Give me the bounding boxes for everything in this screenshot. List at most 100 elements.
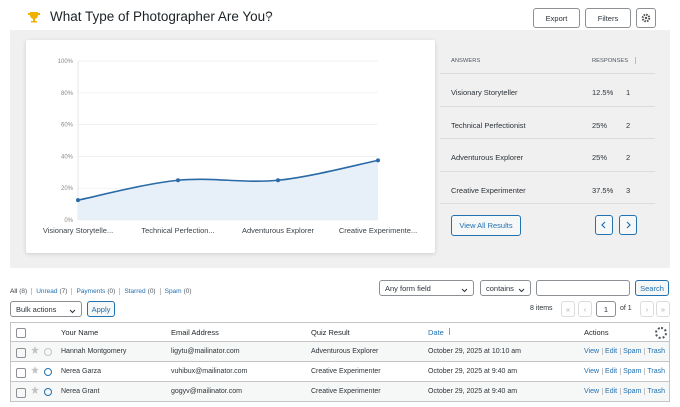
- read-indicator[interactable]: [44, 348, 52, 356]
- cell-result: Adventurous Explorer: [311, 348, 378, 355]
- y-tick-label: 0%: [64, 218, 73, 224]
- count: 2: [626, 153, 630, 162]
- column-header: Email Address: [171, 328, 219, 337]
- cell-result: Creative Experimenter: [311, 368, 381, 375]
- cell-name: Nerea Garza: [61, 368, 101, 375]
- percent: 37.5%: [592, 186, 613, 195]
- view-all-label: View All Results: [459, 221, 512, 230]
- cell-email: gogyv@mailinator.com: [171, 388, 242, 395]
- x-tick-label: Creative Experimente...: [339, 226, 417, 235]
- sort-icon: [633, 57, 637, 64]
- pager-button[interactable]: «: [561, 301, 575, 317]
- cell-name: Hannah Montgomery: [61, 348, 126, 355]
- page-input[interactable]: 1: [596, 301, 616, 317]
- action-link[interactable]: Spam: [620, 388, 644, 395]
- next-button[interactable]: [619, 215, 637, 235]
- filter-link[interactable]: Spam(0): [160, 288, 196, 295]
- action-link[interactable]: Trash: [644, 348, 668, 355]
- operator-select[interactable]: contains: [480, 280, 531, 296]
- cell-date: October 29, 2025 at 9:40 am: [428, 388, 517, 395]
- action-link[interactable]: Trash: [644, 388, 668, 395]
- row-divider: [440, 171, 655, 172]
- y-tick-label: 100%: [58, 59, 74, 65]
- view-all-button[interactable]: View All Results: [451, 215, 521, 236]
- row-checkbox[interactable]: [16, 348, 26, 358]
- filter-link[interactable]: Starred(0): [119, 288, 159, 295]
- filter-label: Spam: [165, 288, 182, 295]
- y-tick-label: 20%: [61, 186, 74, 192]
- cell-date: October 29, 2025 at 9:40 am: [428, 368, 517, 375]
- select-chevron: [518, 288, 525, 293]
- pager-button[interactable]: ‹: [578, 301, 592, 317]
- page-of: of 1: [620, 305, 632, 312]
- arrow-icon: [600, 221, 608, 229]
- item-count: 8 items: [530, 305, 553, 312]
- answer: Adventurous Explorer: [451, 153, 523, 162]
- row-checkbox[interactable]: [16, 388, 26, 398]
- bulk-select[interactable]: Bulk actions: [10, 301, 82, 317]
- answers-header: ANSWERS: [451, 58, 480, 64]
- row-actions: ViewEditSpamTrash: [584, 388, 668, 395]
- action-link[interactable]: View: [584, 388, 602, 395]
- unread-indicator[interactable]: [44, 368, 52, 376]
- cell-email: vuhibux@mailinator.com: [171, 368, 247, 375]
- results-table: ANSWERS RESPONSES Visionary Storyteller 12.…: [440, 40, 655, 253]
- action-link[interactable]: Trash: [644, 368, 668, 375]
- action-link[interactable]: View: [584, 348, 602, 355]
- pager-button[interactable]: »: [656, 301, 670, 317]
- cell-email: ligytu@mailinator.com: [171, 348, 240, 355]
- filter-count: (0): [107, 288, 115, 295]
- search-input[interactable]: [536, 280, 630, 296]
- pager-button[interactable]: ›: [640, 301, 654, 317]
- filter-link[interactable]: Payments(0): [71, 288, 119, 295]
- filter-count: (0): [148, 288, 156, 295]
- action-link[interactable]: Spam: [620, 368, 644, 375]
- action-link[interactable]: Edit: [602, 348, 620, 355]
- action-link[interactable]: Edit: [602, 368, 620, 375]
- row-actions: ViewEditSpamTrash: [584, 348, 668, 355]
- point: [276, 178, 280, 182]
- row-divider: [440, 106, 655, 107]
- select-all-checkbox[interactable]: [16, 328, 26, 338]
- column-header: Quiz Result: [311, 328, 350, 337]
- answer: Technical Perfectionist: [451, 121, 526, 130]
- answer: Visionary Storyteller: [451, 88, 518, 97]
- prev-button[interactable]: [595, 215, 613, 235]
- column-header[interactable]: Date: [428, 328, 444, 337]
- percent: 12.5%: [592, 88, 613, 97]
- filter-label: All: [10, 288, 17, 295]
- count: 3: [626, 186, 630, 195]
- filter-link[interactable]: Unread(7): [31, 288, 71, 295]
- row-checkbox[interactable]: [16, 368, 26, 378]
- cell-result: Creative Experimenter: [311, 388, 381, 395]
- column-header: Actions: [584, 328, 609, 337]
- filter-links: All(8)Unread(7)Payments(0)Starred(0)Spam…: [10, 288, 196, 295]
- filter-label: Starred: [124, 288, 145, 295]
- action-link[interactable]: View: [584, 368, 602, 375]
- filter-label: Payments: [76, 288, 105, 295]
- percent: 25%: [592, 153, 607, 162]
- point: [376, 158, 380, 162]
- row-actions: ViewEditSpamTrash: [584, 368, 668, 375]
- field-select[interactable]: Any form field: [379, 280, 474, 296]
- x-tick-label: Adventurous Explorer: [242, 226, 315, 235]
- filter-link[interactable]: All(8): [10, 288, 31, 295]
- unread-indicator[interactable]: [44, 388, 52, 396]
- action-link[interactable]: Edit: [602, 388, 620, 395]
- responses-header: RESPONSES: [592, 58, 628, 64]
- row-divider: [440, 73, 655, 74]
- filter-count: (0): [184, 288, 192, 295]
- cell-name: Nerea Grant: [61, 388, 100, 395]
- answer: Creative Experimenter: [451, 186, 526, 195]
- row-divider: [440, 138, 655, 139]
- filter-count: (7): [60, 288, 68, 295]
- sort-icon: [447, 328, 451, 335]
- search-button[interactable]: Search: [635, 280, 669, 296]
- select-chevron: [69, 309, 76, 314]
- apply-button[interactable]: Apply: [87, 301, 115, 317]
- y-tick-label: 60%: [61, 123, 74, 129]
- action-link[interactable]: Spam: [620, 348, 644, 355]
- columns-gear[interactable]: [655, 327, 667, 339]
- percent: 25%: [592, 121, 607, 130]
